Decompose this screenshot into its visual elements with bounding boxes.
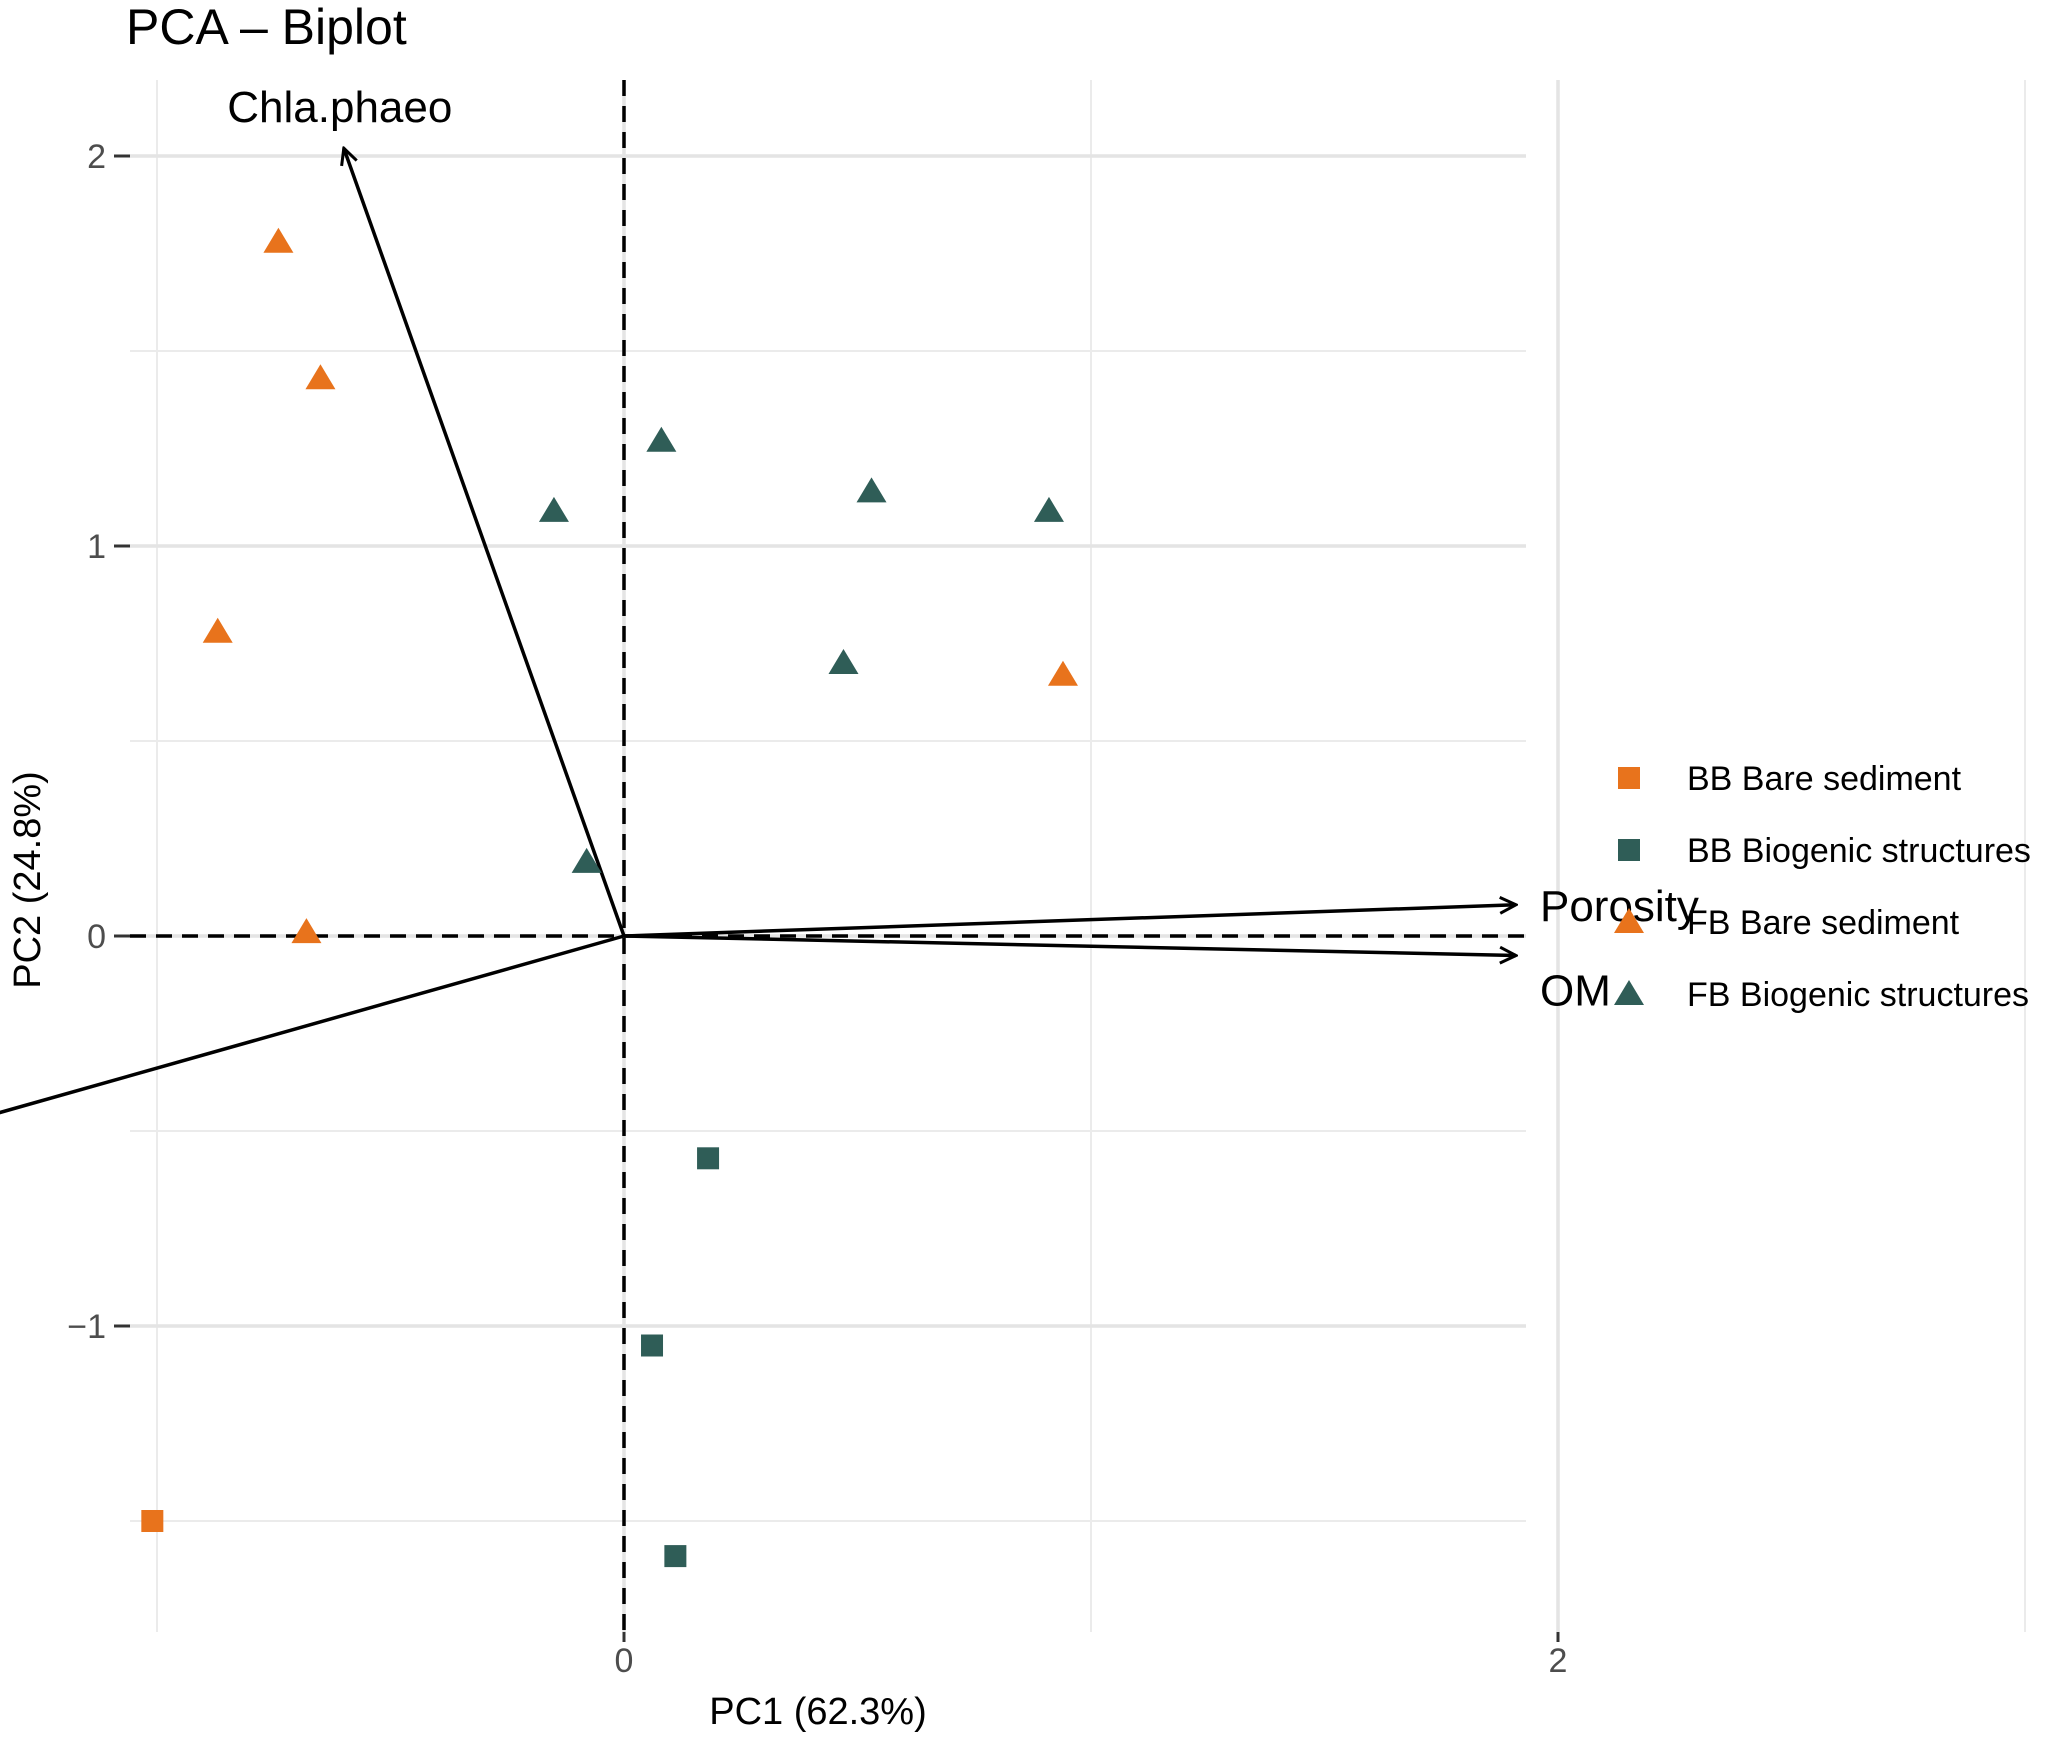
loading-label-chla-phaeo: Chla.phaeo [227,83,452,132]
data-point [571,847,602,873]
data-point [291,918,322,944]
loading-label-om: OM [1540,967,1611,1016]
legend-key [1618,767,1640,789]
data-point [697,1147,720,1170]
legend-label: BB Biogenic structures [1687,832,2031,870]
y-tick-label: −1 [67,1308,106,1346]
data-point [828,649,859,674]
data-point [664,1545,687,1568]
legend-key [1614,980,1644,1005]
data-point [263,227,294,253]
legend-item: BB Biogenic structures [1618,832,2031,870]
loading-arrow-chla-phaeo [344,148,626,937]
data-points [141,227,1078,1568]
loading-arrows: Chla.phaeoPorosityOMSand [0,83,1699,1115]
loading-arrow-om [623,934,1516,956]
legend-item: BB Bare sediment [1618,760,1962,798]
loading-arrow-porosity [623,905,1516,938]
data-point [1047,660,1078,686]
data-point [141,1510,164,1532]
data-point [646,426,677,452]
loading-arrow-sand [0,934,625,1115]
y-axis-label: PC2 (24.8%) [7,771,49,989]
series-fb-biogenic-structures [538,426,1064,873]
legend-label: FB Biogenic structures [1687,976,2029,1014]
data-point [305,364,336,390]
legend-label: FB Bare sediment [1687,904,1960,942]
legend-key [1618,839,1640,861]
data-point [538,496,569,522]
legend-item: FB Biogenic structures [1614,976,2029,1014]
data-point [1033,496,1064,522]
data-point [202,617,233,643]
data-point [641,1334,664,1357]
y-tick-label: 0 [87,918,106,956]
x-tick-label: 0 [615,1642,634,1680]
series-bb-biogenic-structures [641,1147,720,1568]
x-tick-label: 2 [1549,1642,1568,1680]
chart-title: PCA – Biplot [126,0,407,55]
y-tick-label: 1 [87,528,106,566]
data-point [856,477,887,503]
x-axis-label: PC1 (62.3%) [709,1691,927,1733]
legend-key [1614,908,1644,933]
axis-ticks: −202210−1 [67,138,1568,1680]
legend: BB Bare sediment BB Biogenic structures FB… [1614,760,2031,1014]
legend-item: FB Bare sediment [1614,904,1960,942]
series-bb-bare-sediment [141,1510,164,1532]
legend-label: BB Bare sediment [1687,760,1962,798]
series-fb-bare-sediment [202,227,1078,944]
reference-lines [130,80,1526,1632]
gridlines [130,80,2026,1632]
y-tick-label: 2 [87,138,106,176]
loading-label-porosity: Porosity [1540,882,1699,931]
